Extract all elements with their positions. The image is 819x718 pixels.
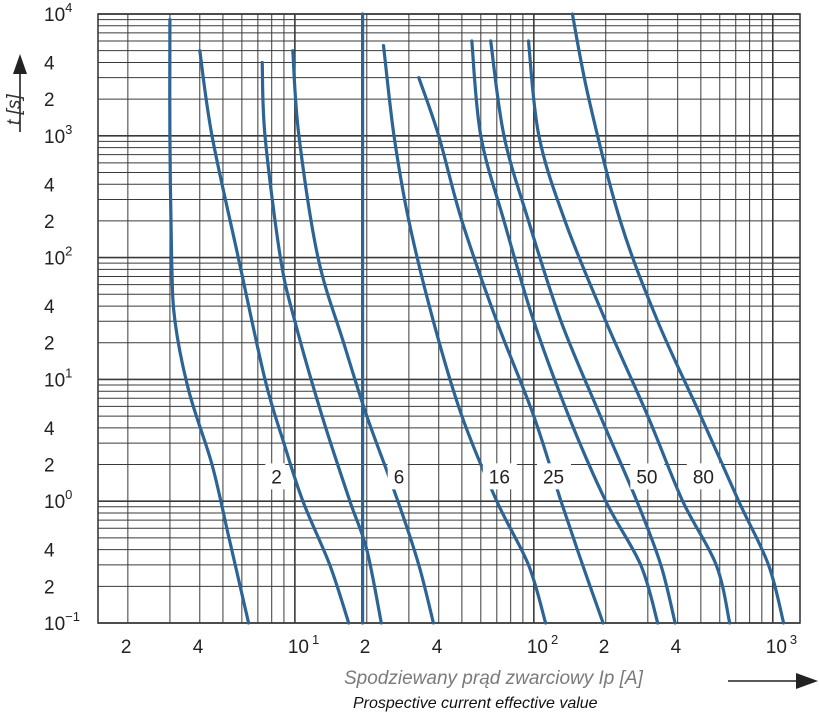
y-axis-arrow	[13, 54, 27, 132]
x-tick-label: 2	[121, 637, 132, 658]
curve-label: 25	[543, 467, 564, 488]
x-axis-label: Spodziewany prąd zwarciowy Ip [A]	[344, 668, 643, 689]
curve-label-bg	[686, 463, 721, 490]
curve-label: 50	[636, 467, 657, 488]
curve-labels: 2 6 16 25 50 80	[265, 463, 721, 490]
x-tick-label: 10 3	[766, 632, 797, 658]
y-tick-label: 103	[44, 122, 72, 148]
chart-grid	[97, 13, 801, 624]
curve-label-bg	[630, 463, 665, 490]
y-tick-label: 100	[44, 487, 72, 513]
curve-label-bg	[265, 463, 286, 490]
y-axis-ticks: 104 4 2 103 4 2 102 4 2 101 4 2 100 4 2 10−1	[44, 0, 80, 635]
fuse-curve-10	[526, 39, 732, 625]
x-tick-label: 4	[193, 637, 204, 658]
x-axis-arrow	[728, 673, 818, 689]
y-tick-label: 4	[44, 175, 55, 196]
x-axis-label-english: Prospective current effective value	[353, 695, 598, 712]
chart-series	[168, 12, 786, 625]
y-tick-label: 101	[44, 365, 72, 391]
y-tick-label: 2	[44, 334, 55, 355]
curve-label: 80	[693, 467, 714, 488]
x-tick-label: 10 2	[527, 632, 558, 658]
x-tick-label: 2	[360, 637, 371, 658]
y-tick-label: 104	[44, 0, 72, 26]
fuse-curve-9	[489, 39, 677, 625]
fuse-curve-7	[417, 76, 605, 625]
y-tick-label: 4	[44, 419, 55, 440]
y-tick-label: 10−1	[44, 609, 80, 635]
x-tick-label: 10 1	[288, 632, 319, 658]
fuse-curve-4	[291, 49, 435, 625]
y-tick-label: 4	[44, 297, 55, 318]
curve-label: 16	[489, 467, 510, 488]
fuse-curve-11	[570, 12, 786, 625]
fuse-curve-2	[198, 49, 351, 625]
x-axis-ticks: 2 4 10 1 2 4 10 2 2 4 10 3	[121, 632, 797, 658]
curve-label: 2	[271, 467, 282, 488]
fuse-curve-1	[168, 18, 251, 625]
curve-label-bg	[387, 463, 408, 490]
y-tick-label: 2	[44, 212, 55, 233]
y-axis-label: t [s]	[4, 94, 25, 125]
x-tick-label: 2	[599, 637, 610, 658]
y-tick-label: 2	[44, 90, 55, 111]
y-tick-label: 4	[44, 541, 55, 562]
x-tick-label: 4	[432, 637, 443, 658]
plot-frame	[97, 13, 801, 624]
x-tick-label: 4	[671, 637, 682, 658]
y-tick-label: 2	[44, 577, 55, 598]
fuse-curve-8	[470, 39, 660, 625]
fuse-curve-6	[381, 44, 548, 625]
y-tick-label: 102	[44, 244, 72, 270]
curve-label-bg	[482, 463, 517, 490]
curve-label: 6	[394, 467, 405, 488]
y-tick-label: 4	[44, 53, 55, 74]
y-tick-label: 2	[44, 456, 55, 477]
curve-label-bg	[536, 463, 571, 490]
